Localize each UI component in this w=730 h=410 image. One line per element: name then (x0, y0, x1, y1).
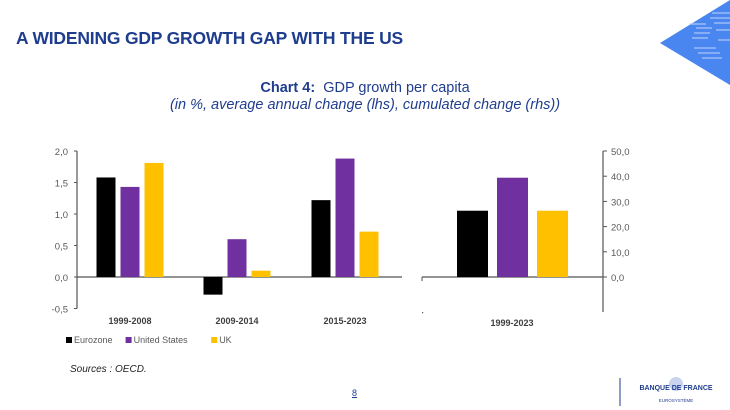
right-y-tick-label: 40,0 (611, 172, 630, 183)
legend-label: Eurozone (74, 335, 113, 345)
bar-uk-2015-2023 (359, 231, 379, 277)
bar-united-states-2009-2014 (227, 239, 247, 277)
chart: -0,5 0,0 0,5 1,0 1,5 2,0 1999-2008 2009-2014 201… (52, 147, 630, 345)
slide-title: A WIDENING GDP GROWTH GAP WITH THE US (16, 28, 403, 48)
legend-label: United States (134, 335, 189, 345)
banque-de-france-logo: BANQUE DE FRANCE EUROSYSTÈME (619, 377, 713, 406)
right-y-tick-label: 20,0 (611, 223, 630, 234)
svg-text:EUROSYSTÈME: EUROSYSTÈME (659, 397, 694, 403)
sources-note: Sources : OECD. (70, 364, 147, 375)
bar-eurozone-1999-2023 (457, 210, 488, 277)
chart-subtitle: (in %, average annual change (lhs), cumu… (169, 97, 561, 113)
chart-title: Chart 4: GDP growth per capita (0, 80, 730, 96)
left-y-tick-label: 2,0 (55, 147, 68, 158)
corner-decoration-icon (660, 0, 730, 85)
legend-swatch-united-states (125, 337, 132, 343)
x-category-label: 1999-2008 (108, 316, 151, 326)
chart-title-text: GDP growth per capita (323, 80, 470, 96)
bar-uk-1999-2008 (144, 162, 164, 277)
right-x-tick (422, 312, 424, 314)
bar-united-states-1999-2023 (497, 177, 528, 277)
legend-swatch-eurozone (66, 337, 72, 343)
left-y-tick-label: 0,5 (55, 242, 68, 253)
bar-uk-1999-2023 (537, 210, 568, 277)
right-y-tick-label: 30,0 (611, 197, 630, 208)
bar-eurozone-2009-2014 (203, 277, 223, 295)
right-y-tick-label: 0,0 (611, 273, 624, 284)
page-number[interactable]: 8 (352, 388, 358, 398)
x-category-label: 2015-2023 (323, 316, 366, 326)
left-y-tick-label: 0,0 (55, 273, 68, 284)
left-y-tick-label: 1,5 (55, 179, 68, 190)
legend-swatch-uk (211, 337, 218, 343)
left-y-tick-label: -0,5 (52, 305, 68, 316)
chart-number: Chart 4: (260, 80, 316, 96)
legend-label: UK (219, 335, 232, 345)
right-y-tick-label: 10,0 (611, 248, 630, 259)
bar-eurozone-2015-2023 (311, 200, 331, 277)
bar-eurozone-1999-2008 (96, 177, 116, 277)
left-y-tick-label: 1,0 (55, 210, 68, 221)
svg-text:BANQUE DE FRANCE: BANQUE DE FRANCE (639, 385, 712, 392)
x-category-label: 2009-2014 (215, 316, 258, 326)
right-y-tick-label: 50,0 (611, 147, 630, 158)
x-category-label: 1999-2023 (490, 318, 533, 328)
bar-united-states-2015-2023 (335, 158, 355, 277)
bar-uk-2009-2014 (251, 270, 271, 277)
bar-united-states-1999-2008 (120, 186, 140, 277)
